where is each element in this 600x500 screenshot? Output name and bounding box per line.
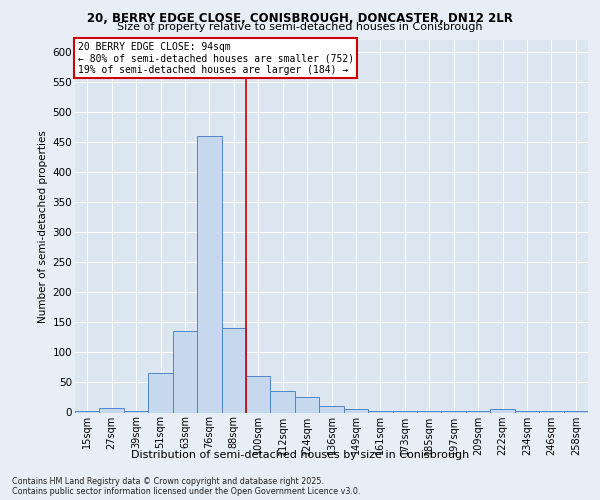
- Bar: [271, 392, 295, 412]
- Text: Distribution of semi-detached houses by size in Conisbrough: Distribution of semi-detached houses by …: [131, 450, 469, 460]
- Bar: [490, 410, 515, 412]
- Bar: [173, 332, 197, 412]
- Text: Size of property relative to semi-detached houses in Conisbrough: Size of property relative to semi-detach…: [117, 22, 483, 32]
- Y-axis label: Number of semi-detached properties: Number of semi-detached properties: [38, 130, 49, 322]
- Text: 20, BERRY EDGE CLOSE, CONISBROUGH, DONCASTER, DN12 2LR: 20, BERRY EDGE CLOSE, CONISBROUGH, DONCA…: [87, 12, 513, 26]
- Text: Contains public sector information licensed under the Open Government Licence v3: Contains public sector information licen…: [12, 487, 361, 496]
- Bar: [319, 406, 344, 412]
- Bar: [295, 398, 319, 412]
- Bar: [221, 328, 246, 412]
- Bar: [100, 408, 124, 412]
- Bar: [197, 136, 221, 412]
- Bar: [344, 410, 368, 412]
- Text: Contains HM Land Registry data © Crown copyright and database right 2025.: Contains HM Land Registry data © Crown c…: [12, 478, 324, 486]
- Text: 20 BERRY EDGE CLOSE: 94sqm
← 80% of semi-detached houses are smaller (752)
19% o: 20 BERRY EDGE CLOSE: 94sqm ← 80% of semi…: [77, 42, 353, 75]
- Bar: [246, 376, 271, 412]
- Bar: [148, 374, 173, 412]
